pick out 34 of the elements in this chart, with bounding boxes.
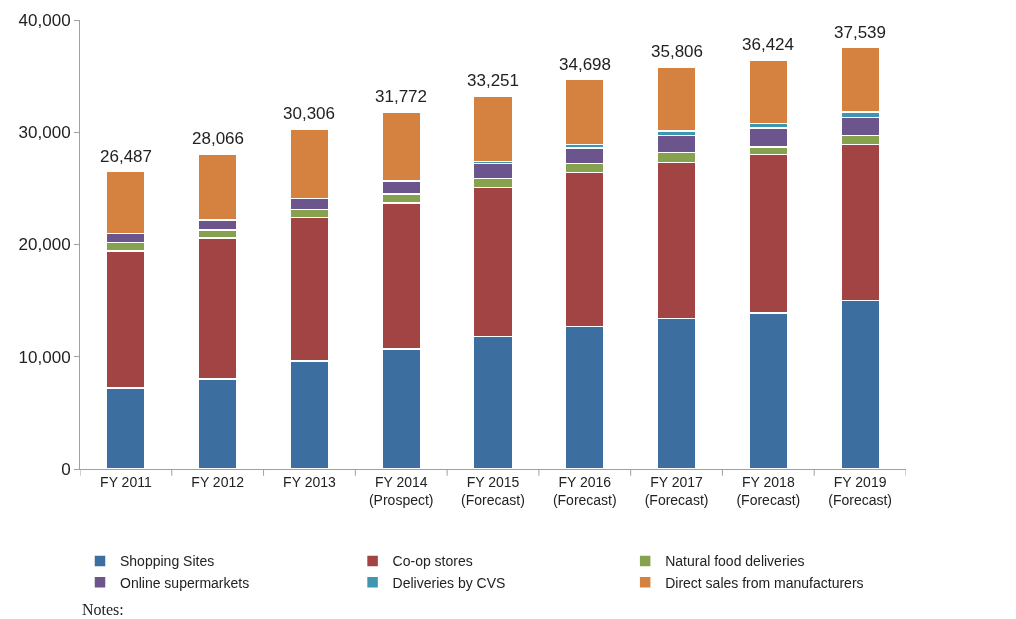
total-label: 34,698 [559, 55, 611, 74]
legend-label: Online supermarkets [120, 574, 250, 591]
text: Notes: [82, 601, 124, 618]
legend-label: Natural food deliveries [665, 553, 805, 570]
legend-label: Co-op stores [392, 553, 473, 570]
legend-label: Deliveries by CVS [392, 574, 506, 591]
total-label: 26,487 [100, 147, 152, 166]
x-tick-label: FY 2014 (Prospect) [368, 473, 434, 508]
x-tick-label: FY 2017 (Forecast) [644, 473, 709, 508]
x-tick-label: FY 2016 (Forecast) [552, 473, 617, 508]
total-label: 30,306 [283, 104, 335, 123]
x-tick-label: FY 2011 [100, 473, 152, 490]
bar [472, 95, 514, 163]
total-label: 36,424 [742, 35, 794, 54]
bar [564, 78, 605, 146]
total-label: 35,806 [651, 42, 703, 61]
legend-label: Direct sales from manufacturers [665, 574, 864, 591]
total-label: 37,539 [834, 23, 886, 42]
x-tick-label: FY 2015 (Forecast) [461, 473, 525, 508]
y-tick-label: 30,000 [18, 123, 71, 143]
bar [748, 59, 789, 125]
total-label: 31,772 [375, 87, 427, 106]
total-label: 28,066 [192, 129, 244, 148]
bar [656, 66, 697, 132]
total-label: 33,251 [467, 71, 519, 90]
y-tick-label: 20,000 [18, 235, 71, 255]
x-tick-label: FY 2018 (Forecast) [736, 473, 801, 508]
x-tick-label: FY 2012 [191, 473, 245, 490]
y-tick-label: 0 [61, 459, 71, 479]
y-tick-label: 10,000 [18, 347, 71, 367]
legend-label: Shopping Sites [120, 553, 215, 570]
x-tick-label: FY 2019 (Forecast) [828, 473, 893, 508]
x-tick-label: FY 2013 [283, 473, 336, 490]
y-tick-label: 40,000 [18, 10, 71, 30]
